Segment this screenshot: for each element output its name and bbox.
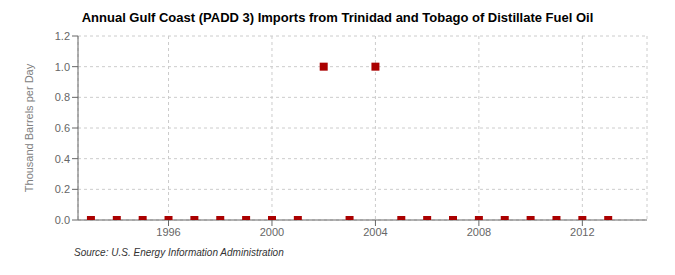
html-text:Source: U.S. Energy Informatio: Source: U.S. Energy Information Administ… [74,247,284,258]
svg-text:1996: 1996 [156,226,180,238]
svg-text:0.4: 0.4 [55,153,70,165]
svg-text:0.2: 0.2 [55,183,70,195]
svg-text:2000: 2000 [260,226,284,238]
svg-text:2012: 2012 [570,226,594,238]
svg-text:1.0: 1.0 [55,61,70,73]
svg-text:Thousand Barrels per Day: Thousand Barrels per Day [23,63,35,192]
svg-text:0.8: 0.8 [55,91,70,103]
svg-text:0.0: 0.0 [55,214,70,226]
svg-text:2008: 2008 [467,226,491,238]
svg-text:2004: 2004 [363,226,387,238]
svg-text:1.2: 1.2 [55,30,70,42]
svg-text:0.6: 0.6 [55,122,70,134]
html-text:Annual Gulf Coast (PADD 3) Imp: Annual Gulf Coast (PADD 3) Imports from … [81,10,594,25]
